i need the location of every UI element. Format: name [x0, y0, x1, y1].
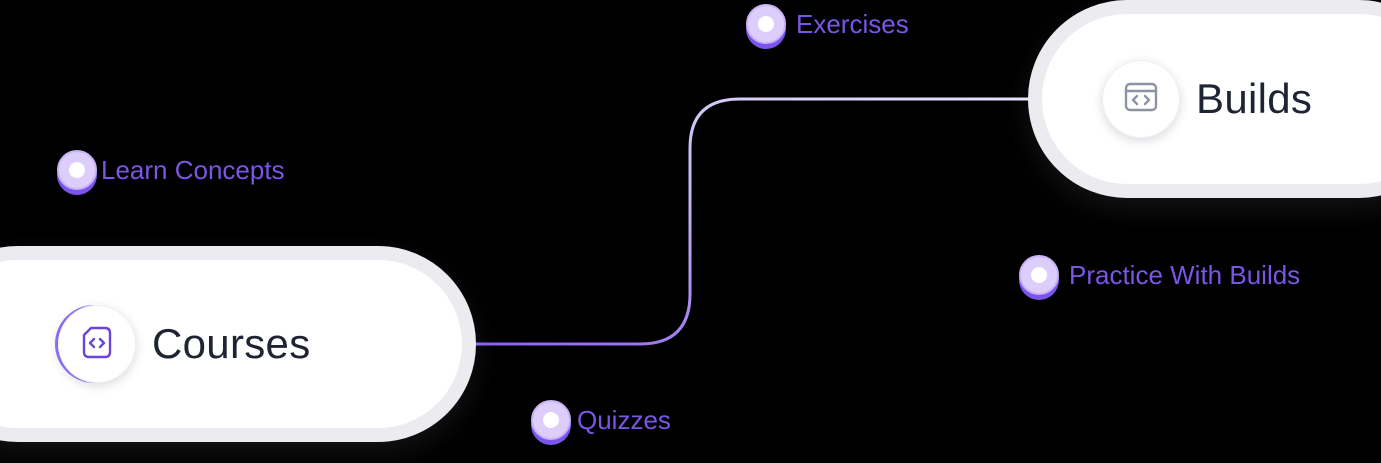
- courses-label: Courses: [152, 320, 311, 367]
- bullet-learn-concepts-label: Learn Concepts: [101, 154, 285, 185]
- builds-label: Builds: [1196, 75, 1313, 122]
- bullet-dot-icon: [1019, 255, 1059, 295]
- courses-icon-badge: [58, 305, 136, 383]
- code-window-icon: [1121, 77, 1161, 122]
- bullet-exercises-label: Exercises: [796, 8, 909, 39]
- bullet-dot-icon: [531, 400, 571, 440]
- builds-icon-badge: [1102, 60, 1180, 138]
- bullet-exercises: Exercises: [746, 4, 909, 44]
- bullet-practice-with-builds-label: Practice With Builds: [1069, 259, 1301, 290]
- builds-node: Builds: [1028, 0, 1381, 198]
- bullet-practice-with-builds: Practice With Builds: [1019, 255, 1300, 295]
- courses-node: Courses: [0, 246, 476, 442]
- bullet-learn-concepts: Learn Concepts: [57, 150, 285, 190]
- code-file-icon: [77, 322, 117, 367]
- bullet-quizzes: Quizzes: [531, 400, 671, 440]
- bullet-dot-icon: [746, 4, 786, 44]
- bullet-dot-icon: [57, 150, 97, 190]
- bullet-quizzes-label: Quizzes: [577, 404, 671, 435]
